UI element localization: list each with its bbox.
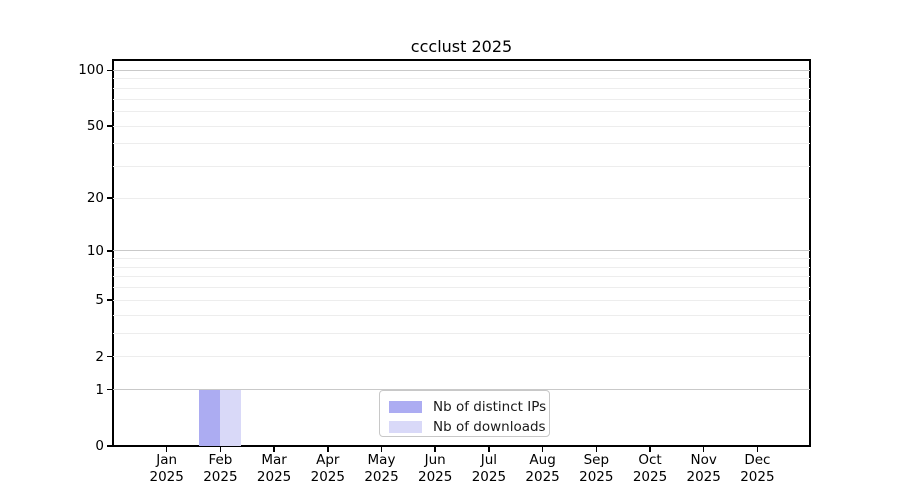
y-tick — [107, 69, 112, 72]
gridline-minor — [113, 314, 810, 316]
plot-spine-right — [809, 59, 811, 447]
y-tick — [107, 197, 112, 199]
x-tick-year: 2025 — [256, 469, 292, 485]
x-tick — [756, 447, 759, 452]
legend-row: Nb of distinct IPs — [389, 397, 546, 417]
x-tick-label: Jan 2025 — [135, 452, 199, 486]
y-tick — [107, 388, 112, 391]
y-tick-label: 100 — [78, 62, 104, 79]
legend-label: Nb of downloads — [433, 419, 546, 435]
x-tick-month: Dec — [744, 452, 771, 468]
legend-swatch-downloads — [389, 421, 422, 433]
gridline-minor — [113, 266, 810, 268]
x-tick-month: Jan — [156, 452, 178, 468]
x-tick-month: Jul — [480, 452, 498, 468]
legend-row: Nb of downloads — [389, 417, 546, 437]
gridline-minor — [113, 143, 810, 145]
y-tick — [107, 299, 112, 301]
plot-area — [113, 60, 810, 446]
x-tick — [380, 447, 383, 452]
x-tick-label: Apr 2025 — [296, 452, 360, 486]
x-tick — [488, 447, 490, 452]
legend-swatch-distinct-ips — [389, 401, 422, 413]
gridline-minor — [113, 125, 810, 127]
gridline-major — [113, 69, 810, 71]
x-tick-label: Oct 2025 — [618, 452, 682, 486]
gridline-minor — [113, 87, 810, 89]
x-tick — [165, 447, 168, 452]
y-tick — [107, 445, 112, 447]
x-tick — [595, 447, 598, 452]
legend-label: Nb of distinct IPs — [433, 399, 547, 415]
chart-title: ccclust 2025 — [410, 37, 513, 56]
x-tick-year: 2025 — [203, 469, 238, 485]
x-tick — [434, 447, 436, 452]
plot-spine-top — [112, 59, 811, 61]
y-tick-label: 5 — [95, 292, 104, 309]
x-tick — [541, 447, 544, 452]
gridline-minor — [113, 258, 810, 260]
x-tick-year: 2025 — [418, 469, 453, 485]
x-tick-label: Jul 2025 — [457, 452, 521, 486]
gridline-minor — [113, 110, 810, 112]
gridline-major — [113, 389, 810, 391]
x-tick-month: Apr — [316, 452, 340, 468]
x-tick-label: Jun 2025 — [403, 452, 467, 486]
bar-distinct-ips — [199, 389, 221, 446]
gridline-minor — [113, 356, 810, 358]
x-tick-month: Mar — [261, 452, 287, 468]
x-tick-label: Aug 2025 — [511, 452, 575, 486]
x-tick-year: 2025 — [632, 469, 668, 485]
gridline-minor — [113, 166, 810, 168]
x-tick-year: 2025 — [525, 469, 560, 485]
x-tick-month: Oct — [638, 452, 662, 468]
x-tick-month: May — [367, 452, 396, 468]
gridline-major — [113, 250, 810, 252]
y-tick — [107, 125, 112, 127]
x-tick-year: 2025 — [579, 469, 614, 485]
gridline-minor — [113, 276, 810, 278]
y-tick-label: 20 — [86, 190, 104, 207]
x-tick-year: 2025 — [149, 469, 184, 485]
x-tick — [702, 447, 705, 452]
x-tick-label: Feb 2025 — [188, 452, 252, 486]
x-tick-label: Dec 2025 — [725, 452, 789, 486]
y-tick-label: 10 — [86, 242, 104, 259]
x-tick-year: 2025 — [364, 469, 399, 485]
gridline-minor — [113, 287, 810, 289]
x-tick-label: Sep 2025 — [564, 452, 628, 486]
x-tick-year: 2025 — [686, 469, 721, 485]
plot-spine-bottom — [112, 445, 811, 447]
gridline-minor — [113, 98, 810, 100]
y-tick — [107, 250, 112, 252]
x-tick-month: Nov — [690, 452, 717, 468]
x-tick-month: Sep — [583, 452, 610, 468]
x-tick-year: 2025 — [310, 469, 345, 485]
x-tick-month: Aug — [529, 452, 556, 468]
bar-downloads — [220, 389, 242, 446]
gridline-minor — [113, 332, 810, 334]
x-tick — [649, 447, 651, 452]
y-tick-label: 1 — [95, 381, 104, 398]
x-tick-label: May 2025 — [350, 452, 414, 486]
y-tick-label: 0 — [95, 438, 104, 454]
y-tick-label: 2 — [95, 348, 104, 365]
gridline-minor — [113, 78, 810, 80]
legend: Nb of distinct IPs Nb of downloads — [379, 390, 550, 437]
x-tick-month: Jun — [424, 452, 446, 468]
x-tick-label: Nov 2025 — [672, 452, 736, 486]
y-tick — [107, 355, 112, 358]
y-tick-label: 50 — [86, 118, 104, 134]
plot-spine-left — [112, 59, 114, 447]
x-tick-year: 2025 — [740, 469, 775, 485]
gridline-minor — [113, 299, 810, 301]
x-tick — [327, 447, 329, 452]
x-tick-month: Feb — [208, 452, 233, 468]
x-tick-label: Mar 2025 — [242, 452, 306, 486]
x-tick — [273, 447, 275, 452]
x-tick-year: 2025 — [471, 469, 507, 485]
gridline-minor — [113, 197, 810, 199]
x-tick — [219, 447, 222, 452]
